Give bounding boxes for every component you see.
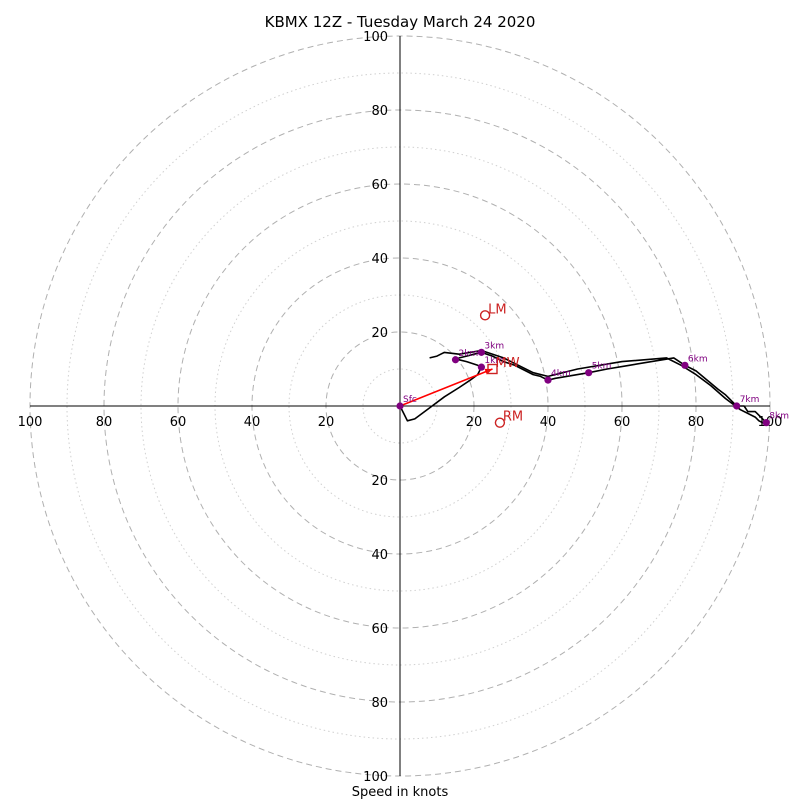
tick-label: 100: [758, 415, 783, 430]
height-label-1km: 1km: [484, 356, 504, 366]
marker-label-rm: RM: [503, 410, 523, 425]
tick-label: 80: [371, 104, 388, 119]
height-point-6km: [681, 361, 689, 369]
tick-label: 40: [244, 415, 261, 430]
tick-label: 20: [371, 474, 388, 489]
tick-label: 20: [371, 326, 388, 341]
height-label-2km: 2km: [459, 349, 479, 359]
chart-title: KBMX 12Z - Tuesday March 24 2020: [265, 13, 536, 31]
height-point-4km: [544, 376, 552, 384]
tick-label: 60: [170, 415, 187, 430]
tick-label: 20: [466, 415, 483, 430]
height-point-2km: [451, 356, 460, 364]
tick-label: 80: [96, 415, 113, 430]
x-axis-label: Speed in knots: [352, 785, 449, 800]
tick-label: 100: [363, 30, 388, 45]
wind-profile: [399, 349, 768, 424]
height-label-3km: 3km: [484, 341, 504, 351]
tick-label: 60: [371, 622, 388, 637]
marker-rm: [494, 417, 506, 428]
height-label-4km: 4km: [551, 369, 571, 379]
height-label-8km: 8km: [769, 412, 789, 422]
tick-label: 100: [18, 415, 43, 430]
tick-label: 100: [363, 770, 388, 785]
height-point-7km: [733, 402, 741, 410]
marker-label-lm: LM: [488, 302, 506, 317]
height-label-5km: 5km: [592, 362, 612, 372]
tick-label: 80: [371, 696, 388, 711]
shear-vector-line: [399, 368, 493, 407]
tick-label: 60: [371, 178, 388, 193]
height-point-5km: [585, 369, 593, 377]
profile-line: [399, 349, 768, 424]
height-points: Sfc 1km 2km 3km 4km 5km 6km 7km 8km: [396, 341, 789, 427]
marker-mw: [487, 363, 498, 375]
tick-label: 40: [540, 415, 557, 430]
tick-label: 60: [614, 415, 631, 430]
marker-label-mw: MW: [496, 356, 520, 371]
height-point-8km: [762, 419, 770, 427]
storm-motion-markers: LM RM MW: [479, 302, 523, 428]
tick-label: 40: [371, 548, 388, 563]
tick-label: 20: [318, 415, 335, 430]
height-point-3km: [477, 348, 485, 356]
height-label-7km: 7km: [740, 395, 760, 405]
tick-label: 40: [371, 252, 388, 267]
tick-label: 80: [688, 415, 705, 430]
height-label-6km: 6km: [688, 354, 708, 364]
marker-lm: [479, 310, 491, 321]
height-point-sfc: [396, 402, 404, 410]
tick-labels: 100 80 60 40 20 20 40 60 80 100 20 40 60 80 100 20 40 60 8…: [18, 30, 783, 785]
height-point-1km: [477, 363, 485, 371]
height-label-sfc: Sfc: [403, 395, 417, 405]
